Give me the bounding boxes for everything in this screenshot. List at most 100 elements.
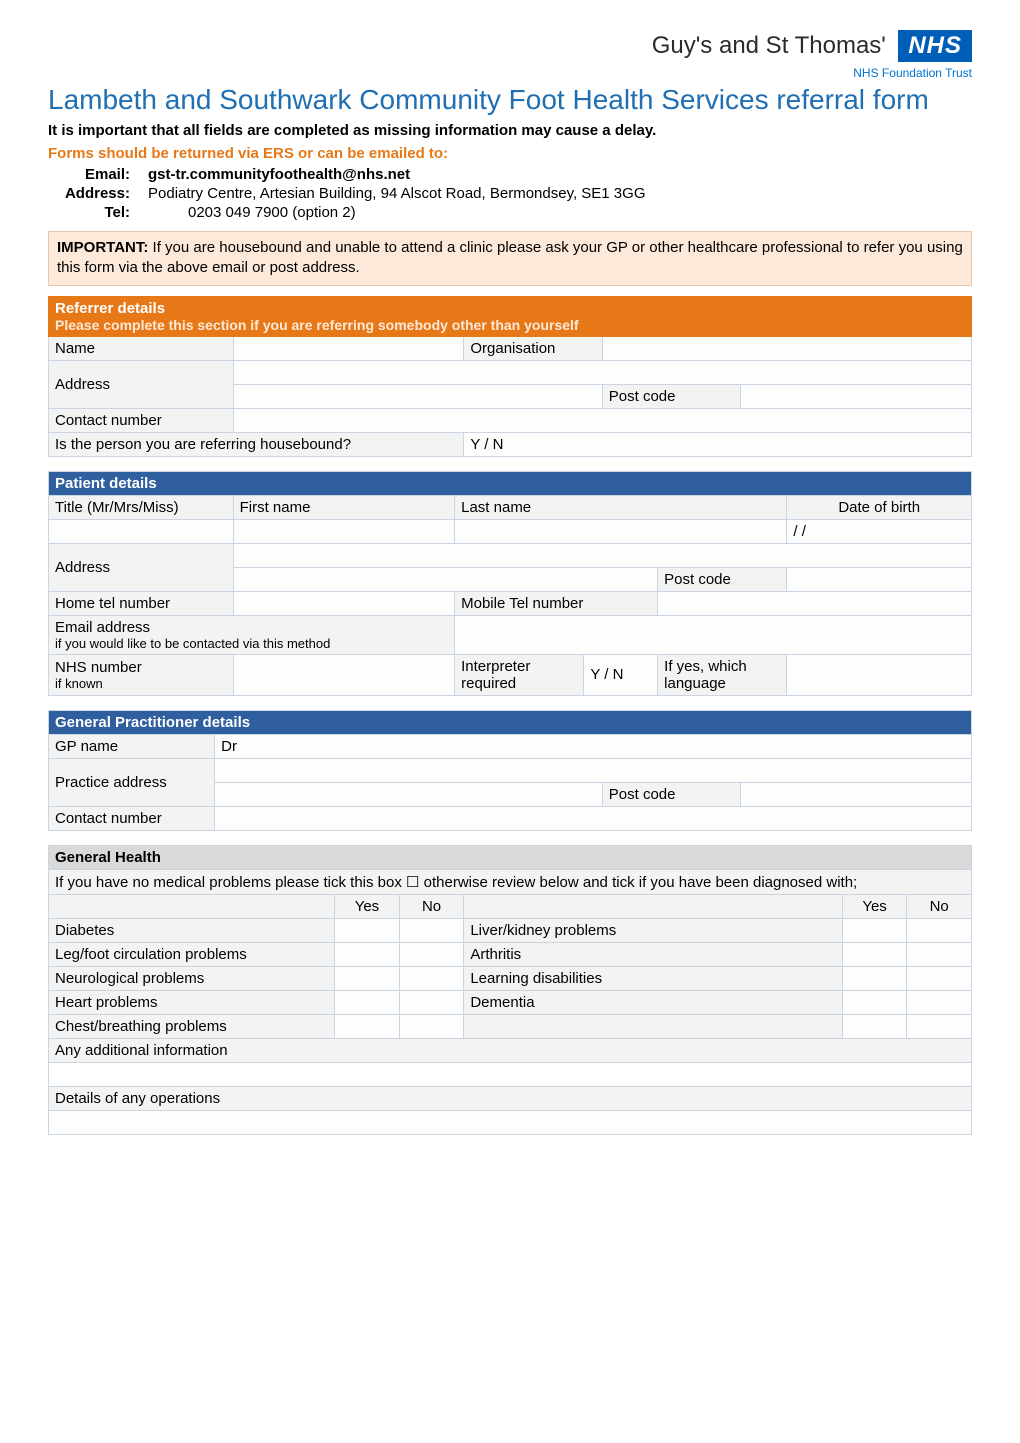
referrer-org-input[interactable] (602, 336, 971, 360)
patient-email-label: Email address if you would like to be co… (49, 615, 455, 654)
health-left-4: Chest/breathing problems (49, 1014, 335, 1038)
patient-title-input[interactable] (49, 519, 234, 543)
gp-practice-input-2[interactable] (215, 782, 603, 806)
referrer-name-input[interactable] (233, 336, 464, 360)
health-operations-input[interactable] (49, 1110, 972, 1134)
health-no-right: No (907, 894, 972, 918)
patient-section: Patient details Title (Mr/Mrs/Miss) Firs… (48, 471, 972, 696)
address-value: Podiatry Centre, Artesian Building, 94 A… (148, 185, 972, 202)
patient-title-label: Title (Mr/Mrs/Miss) (49, 495, 234, 519)
gp-practice-label: Practice address (49, 758, 215, 806)
patient-language-input[interactable] (787, 654, 972, 695)
contact-block: Email: gst-tr.communityfoothealth@nhs.ne… (48, 166, 972, 221)
health-left-4-no[interactable] (399, 1014, 464, 1038)
health-right-1-yes[interactable] (842, 942, 907, 966)
health-right-4 (464, 1014, 842, 1038)
health-left-3-no[interactable] (399, 990, 464, 1014)
patient-nhs-note: if known (55, 676, 227, 691)
patient-address-input-1[interactable] (233, 543, 971, 567)
tel-label: Tel: (48, 204, 148, 221)
health-right-2-no[interactable] (907, 966, 972, 990)
health-left-2-no[interactable] (399, 966, 464, 990)
health-left-0-yes[interactable] (335, 918, 400, 942)
trust-logo: Guy's and St Thomas' NHS (48, 30, 972, 62)
patient-first-label: First name (233, 495, 455, 519)
health-right-3: Dementia (464, 990, 842, 1014)
patient-nhs-label-text: NHS number (55, 659, 142, 676)
health-section: General Health If you have no medical pr… (48, 845, 972, 1135)
health-header: General Health (49, 845, 972, 869)
gp-section: General Practitioner details GP name Dr … (48, 710, 972, 831)
important-notice: IMPORTANT: If you are housebound and una… (48, 231, 972, 286)
health-right-2: Learning disabilities (464, 966, 842, 990)
gp-postcode-label: Post code (602, 782, 740, 806)
patient-interpreter-input[interactable]: Y / N (584, 654, 658, 695)
health-right-3-yes[interactable] (842, 990, 907, 1014)
page-title: Lambeth and Southwark Community Foot Hea… (48, 84, 972, 116)
referrer-org-label: Organisation (464, 336, 602, 360)
health-right-0-no[interactable] (907, 918, 972, 942)
health-blank-left (49, 894, 335, 918)
patient-dob-input[interactable]: / / (787, 519, 972, 543)
referrer-address-label: Address (49, 360, 234, 408)
health-intro-checkbox[interactable]: ☐ (406, 874, 419, 891)
health-left-2-yes[interactable] (335, 966, 400, 990)
patient-last-input[interactable] (455, 519, 787, 543)
patient-address-label: Address (49, 543, 234, 591)
patient-email-input[interactable] (455, 615, 972, 654)
referrer-address-input-2[interactable] (233, 384, 602, 408)
health-right-2-yes[interactable] (842, 966, 907, 990)
gp-contact-input[interactable] (215, 806, 972, 830)
patient-email-label-text: Email address (55, 619, 150, 636)
health-left-4-yes[interactable] (335, 1014, 400, 1038)
important-text: If you are housebound and unable to atte… (57, 239, 963, 276)
health-right-1-no[interactable] (907, 942, 972, 966)
patient-hometel-label: Home tel number (49, 591, 234, 615)
gp-header: General Practitioner details (49, 710, 972, 734)
referrer-name-label: Name (49, 336, 234, 360)
health-blank-right (464, 894, 842, 918)
health-additional-input[interactable] (49, 1062, 972, 1086)
patient-postcode-input[interactable] (787, 567, 972, 591)
return-instruction: Forms should be returned via ERS or can … (48, 145, 972, 162)
health-left-1-no[interactable] (399, 942, 464, 966)
health-left-3-yes[interactable] (335, 990, 400, 1014)
patient-dob-label: Date of birth (787, 495, 972, 519)
referrer-address-input-1[interactable] (233, 360, 971, 384)
email-label: Email: (48, 166, 148, 183)
patient-postcode-label: Post code (658, 567, 787, 591)
patient-interpreter-label: Interpreter required (455, 654, 584, 695)
patient-last-label: Last name (455, 495, 787, 519)
health-no-left: No (399, 894, 464, 918)
health-right-4-yes[interactable] (842, 1014, 907, 1038)
health-left-1-yes[interactable] (335, 942, 400, 966)
health-left-0-no[interactable] (399, 918, 464, 942)
gp-practice-input-1[interactable] (215, 758, 972, 782)
referrer-contact-input[interactable] (233, 408, 971, 432)
patient-mobile-input[interactable] (658, 591, 972, 615)
patient-language-label: If yes, which language (658, 654, 787, 695)
patient-first-input[interactable] (233, 519, 455, 543)
health-right-4-no[interactable] (907, 1014, 972, 1038)
patient-mobile-label: Mobile Tel number (455, 591, 658, 615)
health-left-0: Diabetes (49, 918, 335, 942)
referrer-header-main: Referrer details (55, 300, 165, 317)
health-yes-left: Yes (335, 894, 400, 918)
gp-name-input[interactable]: Dr (215, 734, 972, 758)
patient-hometel-input[interactable] (233, 591, 455, 615)
health-right-0-yes[interactable] (842, 918, 907, 942)
gp-postcode-input[interactable] (741, 782, 972, 806)
patient-nhs-input[interactable] (233, 654, 455, 695)
referrer-header: Referrer details Please complete this se… (49, 296, 972, 336)
gp-name-label: GP name (49, 734, 215, 758)
health-intro: If you have no medical problems please t… (49, 869, 972, 894)
health-left-3: Heart problems (49, 990, 335, 1014)
subtitle: It is important that all fields are comp… (48, 122, 972, 139)
referrer-housebound-input[interactable]: Y / N (464, 432, 972, 456)
patient-address-input-2[interactable] (233, 567, 658, 591)
patient-email-note: if you would like to be contacted via th… (55, 636, 448, 651)
referrer-postcode-input[interactable] (741, 384, 972, 408)
health-right-3-no[interactable] (907, 990, 972, 1014)
patient-nhs-label: NHS number if known (49, 654, 234, 695)
referrer-header-sub: Please complete this section if you are … (55, 317, 965, 333)
